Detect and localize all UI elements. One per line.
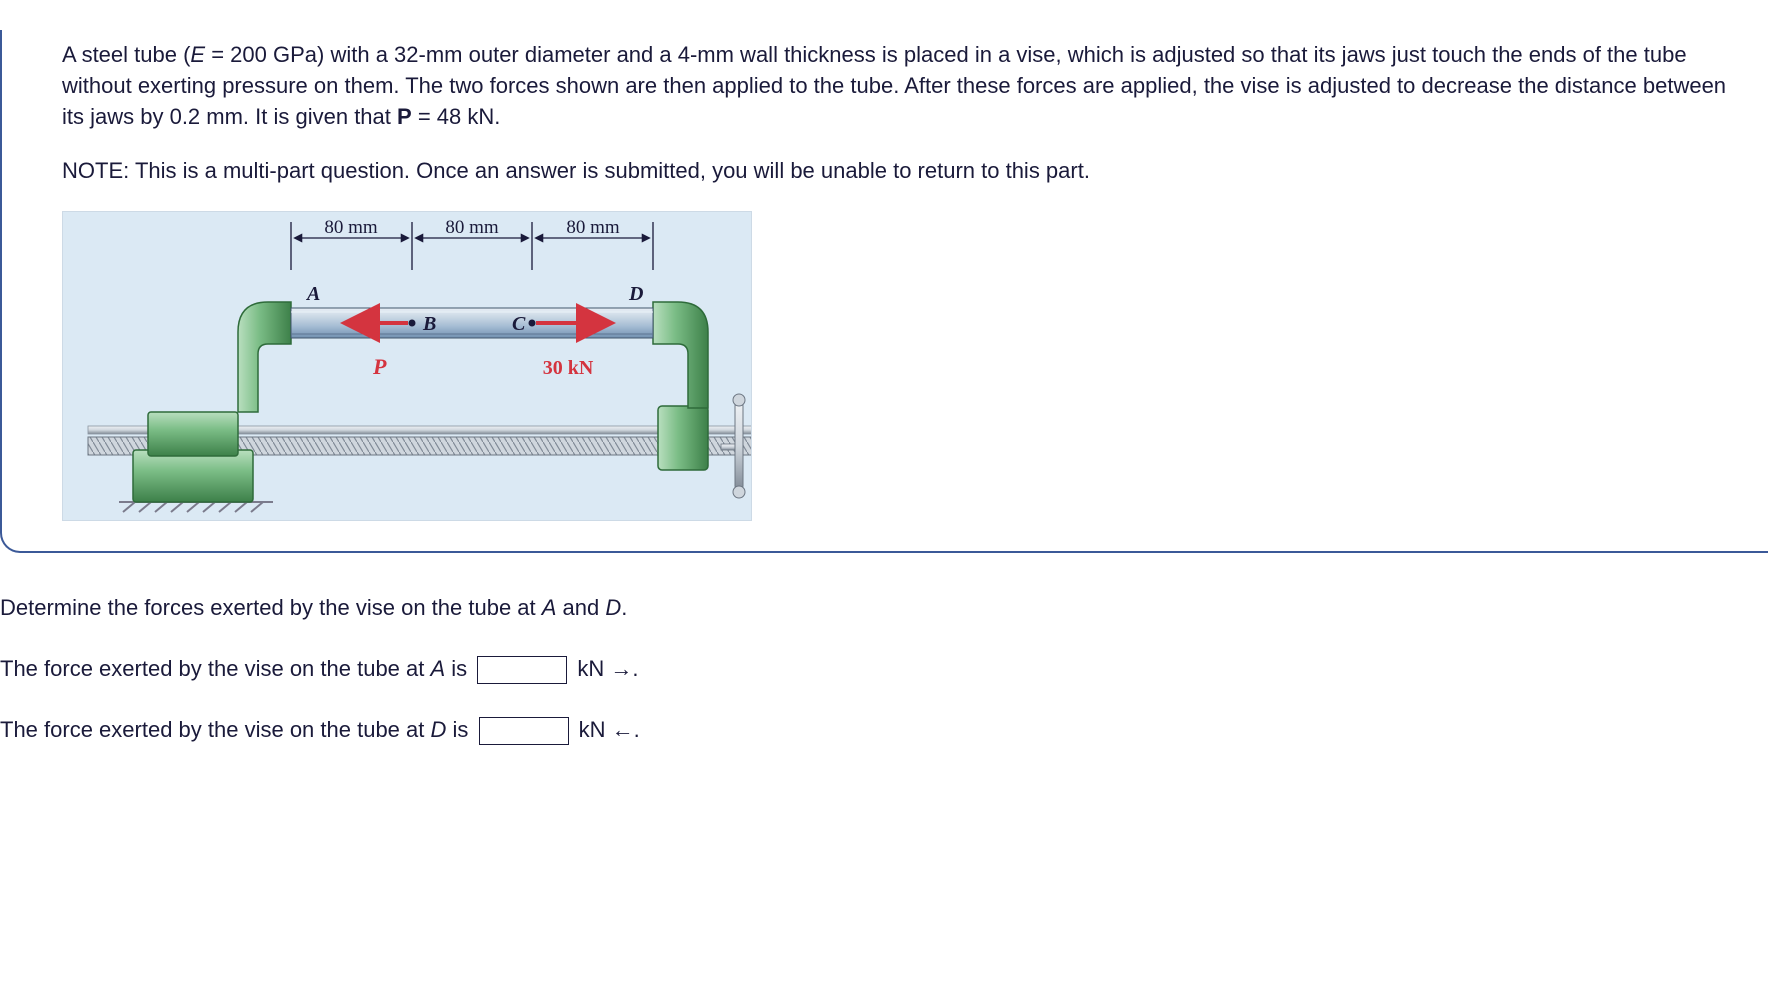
- text: The force exerted by the vise on the tub…: [0, 717, 430, 742]
- svg-text:P: P: [372, 354, 387, 379]
- force-A-input[interactable]: [477, 656, 567, 684]
- var-D2: D: [430, 717, 446, 742]
- text: is: [446, 717, 474, 742]
- text: .: [621, 595, 627, 620]
- var-P-bold: P: [397, 104, 412, 129]
- text: = 200 GPa) with a 32-mm outer diameter a…: [62, 42, 1726, 129]
- text: = 48 kN.: [412, 104, 501, 129]
- svg-text:A: A: [305, 283, 320, 305]
- text: is: [445, 656, 473, 681]
- answer-line-A: The force exerted by the vise on the tub…: [0, 654, 1768, 685]
- dim-1: 80 mm: [324, 217, 378, 238]
- answer-line-D: The force exerted by the vise on the tub…: [0, 715, 1768, 746]
- svg-text:B: B: [422, 313, 436, 335]
- text: Determine the forces exerted by the vise…: [0, 595, 542, 620]
- var-E: E: [190, 42, 205, 67]
- unit-A: kN →.: [571, 656, 638, 681]
- svg-text:30 kN: 30 kN: [543, 357, 594, 379]
- unit-D: kN ←.: [573, 717, 640, 742]
- force-D-input[interactable]: [479, 717, 569, 745]
- svg-text:C: C: [512, 313, 526, 335]
- dim-2: 80 mm: [445, 217, 499, 238]
- text: The force exerted by the vise on the tub…: [0, 656, 430, 681]
- var-A: A: [542, 595, 557, 620]
- problem-statement: A steel tube (E = 200 GPa) with a 32-mm …: [62, 40, 1728, 132]
- text: A steel tube (: [62, 42, 190, 67]
- svg-text:D: D: [628, 283, 643, 305]
- dim-3: 80 mm: [566, 217, 620, 238]
- note-text: NOTE: This is a multi-part question. Onc…: [62, 156, 1728, 187]
- var-D: D: [605, 595, 621, 620]
- text: and: [556, 595, 605, 620]
- answer-prompt: Determine the forces exerted by the vise…: [0, 593, 1768, 624]
- figure: 80 mm 80 mm 80 mm A D B P C 30 kN: [62, 211, 752, 521]
- var-A2: A: [430, 656, 445, 681]
